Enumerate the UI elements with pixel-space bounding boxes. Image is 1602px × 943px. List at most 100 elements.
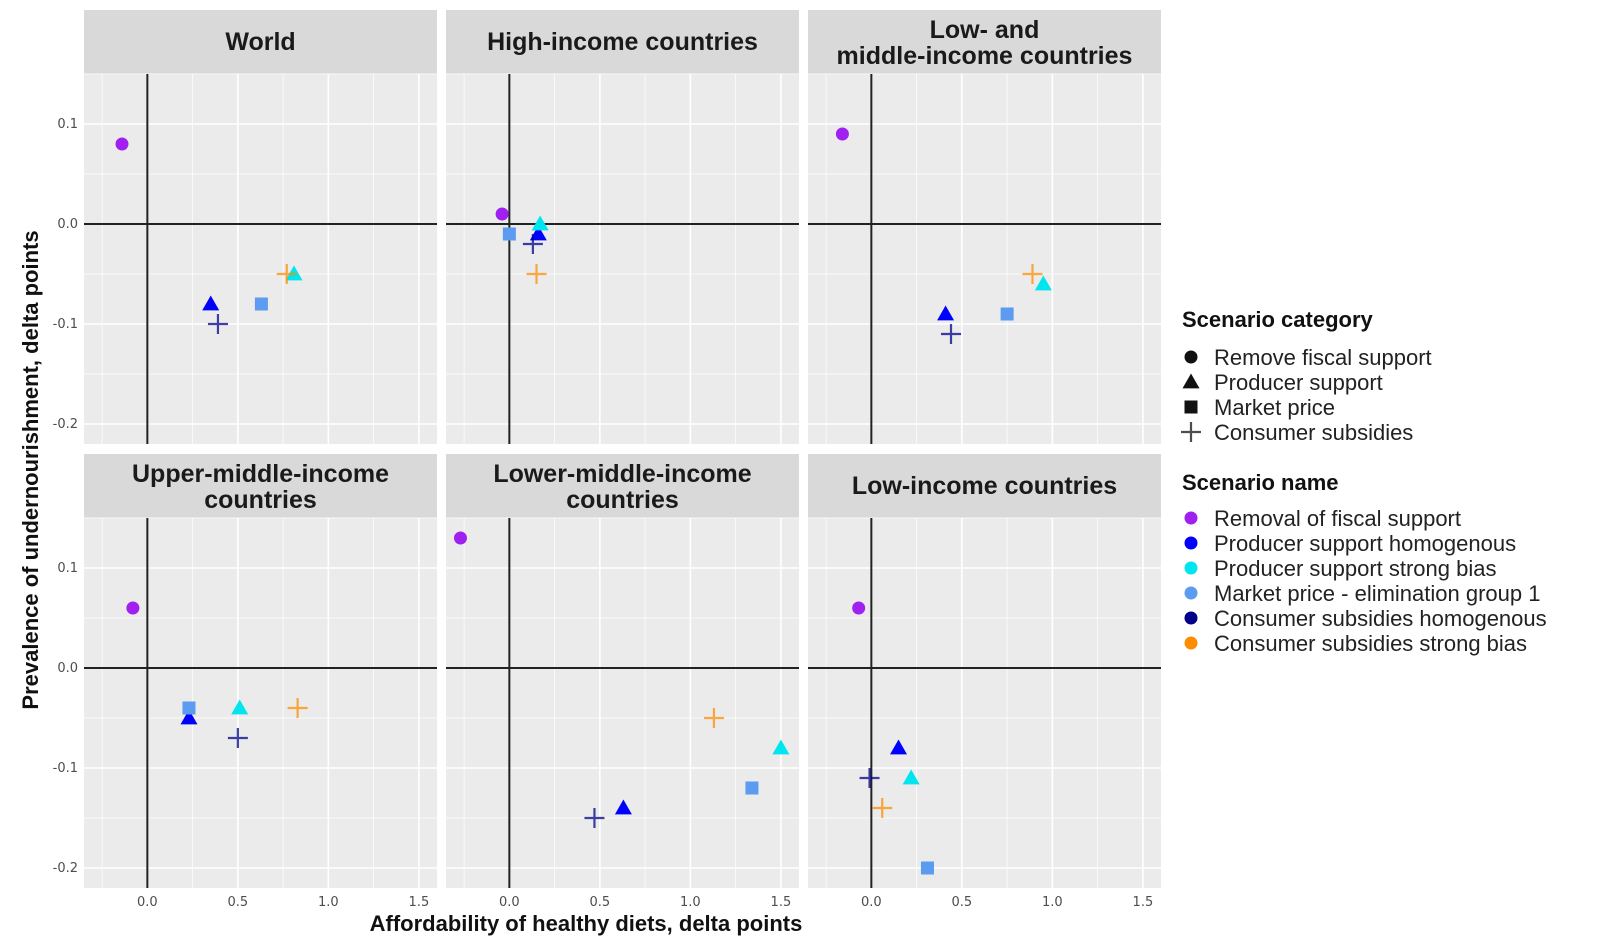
data-point [890,739,908,755]
x-tick-label: 1.5 [771,895,792,910]
panel-background [84,74,437,444]
data-point [835,127,849,141]
data-point [180,709,198,725]
facet-title: Lower-middle-income countries [493,460,751,514]
legend-category-item: Market price [1184,395,1335,420]
data-point [852,601,866,615]
facet-panel: Upper-middle-income countries 0.1 0.0 -0.1 -0… [53,454,437,910]
panel-background [446,74,799,444]
data-point [584,808,605,828]
panels: World 0.1 0.0 -0.1 -0.2 High-income countries… [53,10,1161,910]
facet-title: Low- and middle-income countries [837,16,1133,70]
panel-background [446,518,799,888]
data-point [772,739,790,755]
legend-name-item: Producer support strong bias [1184,556,1497,581]
legend-name-item: Market price - elimination group 1 [1184,581,1540,606]
x-tick-label: 0.0 [861,895,882,910]
x-tick-label: 0.5 [952,895,973,910]
data-point [207,314,228,334]
data-point [872,798,893,818]
x-axis-title: Affordability of healthy diets, delta po… [370,911,803,936]
facet-panel: Lower-middle-income countries 0.0 0.5 1.0 1.5 [446,454,799,910]
facet-panel: World 0.1 0.0 -0.1 -0.2 [53,10,437,444]
facet-strip [84,10,437,74]
facet-title: Low-income countries [852,472,1117,500]
x-tick-label: 1.0 [680,895,701,910]
legend-category-item: Producer support [1182,370,1383,395]
legend-name-item: Consumer subsidies homogenous [1184,606,1547,631]
x-tick-label: 1.5 [1133,895,1154,910]
legend-name-label: Removal of fiscal support [1214,506,1461,531]
data-point [529,225,547,241]
legend-name-label: Producer support homogenous [1214,531,1516,556]
legend-square-key [1184,400,1198,414]
data-point [115,137,129,151]
data-point [126,601,140,615]
panel-background [84,518,437,888]
y-tick-label: -0.1 [53,317,78,332]
legend-name-label: Producer support strong bias [1214,556,1497,581]
gridlines [446,73,799,444]
facet-panel: Low-income countries 0.0 0.5 1.0 1.5 [808,454,1161,910]
data-point [1034,275,1052,291]
data-point [453,531,467,545]
legend-name-title: Scenario name [1182,470,1339,495]
data-point [531,215,549,231]
legend-category-item: Remove fiscal support [1184,345,1432,370]
facet-title: Upper-middle-income countries [132,460,389,514]
legend-triangle-key [1182,373,1200,389]
y-tick-label: -0.2 [53,861,78,876]
legend-category-label: Remove fiscal support [1214,345,1432,370]
facet-strip [446,10,799,74]
legend-category-item: Consumer subsidies [1181,420,1413,445]
data-point [920,861,934,875]
facet-strip [808,10,1161,74]
data-point [941,324,962,344]
data-point [745,781,759,795]
data-point [1022,264,1043,284]
facet-title: World [225,28,295,56]
x-tick-label: 0.5 [590,895,611,910]
legend-category-title: Scenario category [1182,307,1374,332]
data-point [703,708,724,728]
y-tick-label: -0.1 [53,761,78,776]
legend-color-key [1184,536,1198,550]
legend-name-label: Consumer subsidies strong bias [1214,631,1527,656]
x-tick-label: 1.0 [318,895,339,910]
data-point [859,768,880,788]
y-tick-label: 0.0 [57,661,78,676]
legend-name-item: Consumer subsidies strong bias [1184,631,1527,656]
legend-color-key [1184,636,1198,650]
legend-name-item: Producer support homogenous [1184,531,1516,556]
data-point [937,305,955,321]
facet-title: High-income countries [487,28,758,56]
x-tick-label: 0.5 [228,895,249,910]
legend-color-key [1184,586,1198,600]
data-point [1000,307,1014,321]
data-point [495,207,509,221]
legend: Scenario category Scenario name Remove f… [1181,307,1547,656]
y-tick-label: 0.0 [57,217,78,232]
data-point [231,699,249,715]
axes: Prevalence of undernourishment, delta po… [18,230,802,936]
data-point [276,264,297,284]
panel-background [808,518,1161,888]
facet-panel: Low- and middle-income countries [808,10,1161,444]
legend-plus-key [1181,422,1201,442]
legend-circle-key [1184,350,1198,364]
data-point [526,264,547,284]
y-tick-label: 0.1 [57,117,78,132]
panel-background [808,74,1161,444]
legend-color-key [1184,611,1198,625]
facet-strip [808,454,1161,518]
data-point [227,728,248,748]
legend-category-label: Market price [1214,395,1335,420]
legend-name-label: Consumer subsidies homogenous [1214,606,1547,631]
facet-strip [84,454,437,518]
x-tick-label: 0.0 [137,895,158,910]
facet-panel: High-income countries [446,10,799,444]
data-point [182,701,196,715]
data-point [614,799,632,815]
y-tick-label: -0.2 [53,417,78,432]
x-tick-label: 1.5 [409,895,430,910]
